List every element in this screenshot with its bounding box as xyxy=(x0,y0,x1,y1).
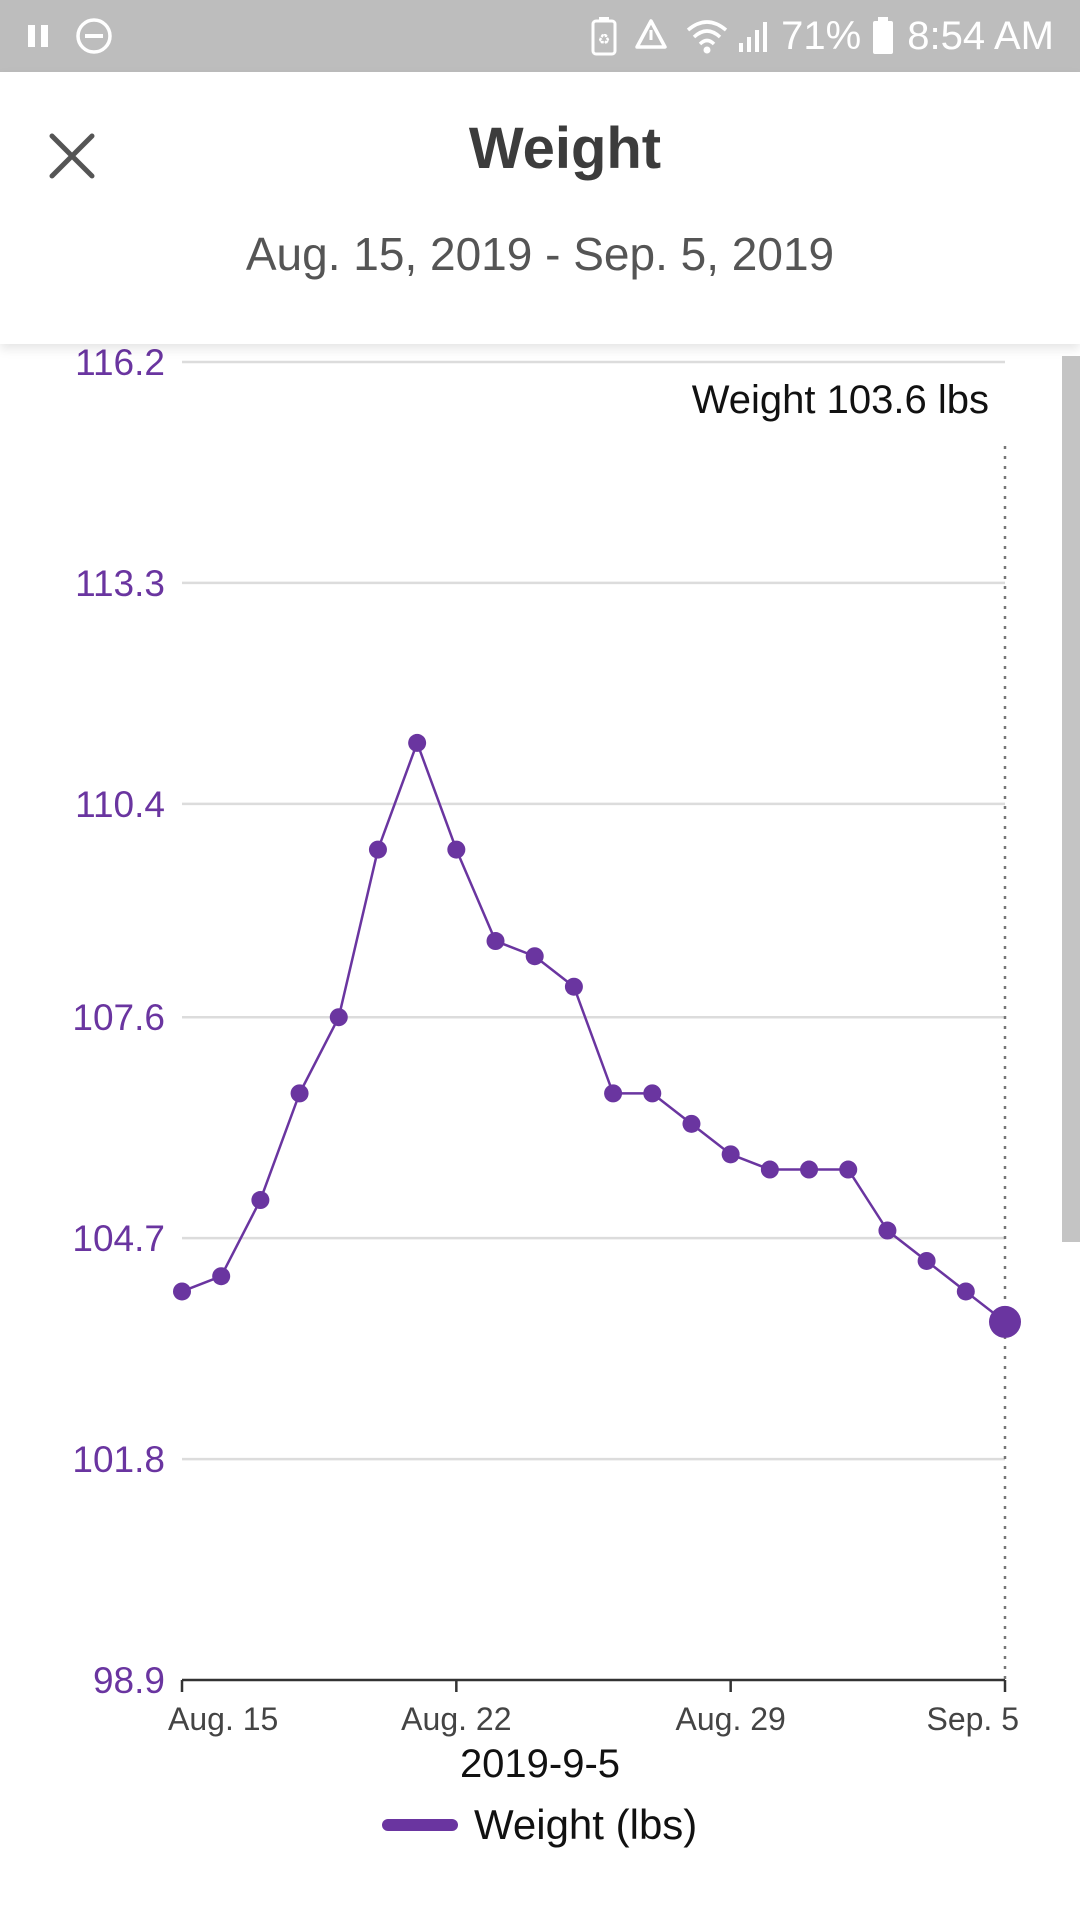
signal-icon xyxy=(737,19,771,53)
y-tick-label: 116.2 xyxy=(75,344,165,383)
close-icon xyxy=(49,133,95,179)
data-point xyxy=(525,947,544,966)
data-point xyxy=(800,1160,819,1179)
battery-icon xyxy=(871,16,895,56)
data-point xyxy=(839,1160,858,1179)
data-point xyxy=(447,840,466,859)
x-tick-label: Sep. 5 xyxy=(926,1701,1019,1737)
x-tick-label: Aug. 22 xyxy=(401,1701,511,1737)
status-right: ♻ 71% 8:54 AM xyxy=(591,0,1054,72)
tooltip-label: Weight 103.6 lbs xyxy=(692,378,989,422)
data-point xyxy=(643,1084,662,1103)
x-tick-label: Aug. 29 xyxy=(676,1701,786,1737)
close-button[interactable] xyxy=(36,120,108,192)
clock: 8:54 AM xyxy=(907,13,1054,58)
data-point xyxy=(408,733,427,752)
data-point xyxy=(564,977,583,996)
y-tick-label: 101.8 xyxy=(72,1439,165,1480)
y-tick-label: 113.3 xyxy=(75,563,165,604)
x-axis-title: 2019-9-5 xyxy=(460,1742,620,1786)
page-title: Weight xyxy=(468,116,662,181)
battery-percent: 71% xyxy=(781,13,862,58)
data-point xyxy=(329,1008,348,1027)
data-point xyxy=(368,840,387,859)
data-point xyxy=(173,1282,191,1301)
data-point xyxy=(760,1160,779,1179)
header: Weight Aug. 15, 2019 - Sep. 5, 2019 xyxy=(0,72,1080,344)
date-range: Aug. 15, 2019 - Sep. 5, 2019 xyxy=(245,228,835,280)
svg-text:♻: ♻ xyxy=(598,32,611,48)
data-point xyxy=(604,1084,623,1103)
wifi-icon xyxy=(685,18,729,54)
status-bar: ♻ 71% 8:54 AM xyxy=(0,0,1080,72)
y-tick-label: 107.6 xyxy=(72,997,165,1038)
chart-area[interactable]: 116.2 113.3 110.4 107.6 104.7 101.8 98.9 Aug. 1… xyxy=(0,344,1080,1920)
data-point xyxy=(290,1084,309,1103)
data-point xyxy=(721,1145,740,1164)
status-left xyxy=(26,0,114,72)
battery-saver-icon: ♻ xyxy=(591,16,617,56)
pause-icon xyxy=(26,23,52,49)
x-tick-label: Aug. 15 xyxy=(168,1701,278,1737)
series-line xyxy=(181,741,1006,1323)
y-tick-label: 110.4 xyxy=(75,784,165,825)
data-point xyxy=(878,1221,897,1240)
scrollbar[interactable] xyxy=(1062,356,1080,1242)
selected-data-point xyxy=(989,1305,1021,1338)
y-tick-label: 98.9 xyxy=(93,1660,165,1701)
y-tick-label: 104.7 xyxy=(72,1218,165,1259)
recycle-icon xyxy=(631,16,671,56)
data-point xyxy=(956,1282,975,1301)
data-point xyxy=(917,1251,936,1270)
data-point xyxy=(251,1191,270,1210)
data-point xyxy=(212,1267,231,1286)
data-point xyxy=(486,932,505,951)
do-not-disturb-icon xyxy=(74,16,114,56)
legend-label: Weight (lbs) xyxy=(474,1801,697,1848)
data-point xyxy=(682,1114,701,1133)
